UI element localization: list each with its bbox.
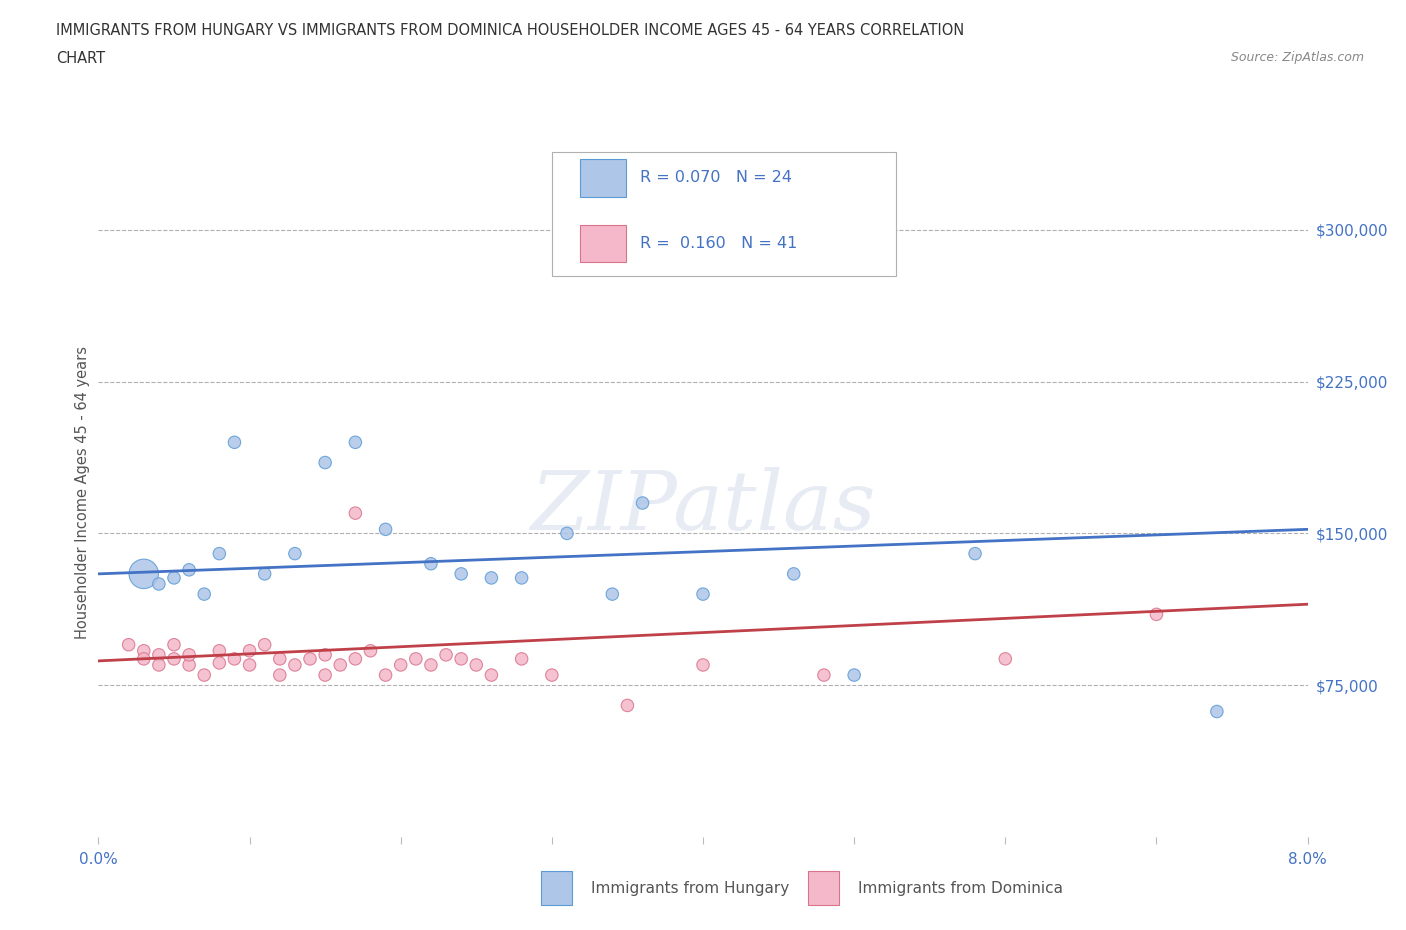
Point (269, 651, 291, 666)
Point (208, 546, 231, 561)
Point (179, 658, 201, 672)
Point (329, 658, 352, 672)
Point (481, 570, 503, 585)
Text: ZIPatlas: ZIPatlas (530, 467, 876, 547)
Point (344, 435, 367, 450)
Point (481, 668, 503, 683)
Point (163, 651, 186, 666)
Text: R = 0.070   N = 24: R = 0.070 N = 24 (640, 170, 792, 185)
Point (208, 644, 231, 658)
FancyBboxPatch shape (579, 224, 626, 262)
Point (253, 637, 276, 652)
Point (148, 647, 170, 662)
Point (314, 668, 336, 683)
Point (360, 644, 382, 658)
Point (132, 651, 155, 666)
Point (132, 566, 155, 581)
Point (420, 658, 443, 672)
Point (692, 587, 714, 602)
Point (314, 647, 336, 662)
Point (692, 658, 714, 672)
Point (253, 566, 276, 581)
Point (314, 455, 336, 470)
Point (179, 647, 201, 662)
Point (965, 546, 987, 561)
Point (1206, 704, 1229, 719)
Point (389, 658, 412, 672)
Y-axis label: Householder Income Ages 45 - 64 years: Householder Income Ages 45 - 64 years (75, 346, 90, 640)
Point (374, 668, 396, 683)
Point (555, 526, 578, 541)
Point (344, 651, 367, 666)
FancyBboxPatch shape (579, 159, 626, 197)
Text: IMMIGRANTS FROM HUNGARY VS IMMIGRANTS FROM DOMINICA HOUSEHOLDER INCOME AGES 45 -: IMMIGRANTS FROM HUNGARY VS IMMIGRANTS FR… (56, 23, 965, 38)
Point (405, 651, 427, 666)
Point (224, 651, 246, 666)
Point (208, 656, 231, 671)
Point (163, 637, 186, 652)
FancyBboxPatch shape (553, 153, 897, 276)
Point (193, 668, 215, 683)
Point (541, 668, 564, 683)
Point (132, 644, 155, 658)
Point (510, 570, 533, 585)
Point (1146, 607, 1168, 622)
Point (148, 577, 170, 591)
Point (118, 637, 141, 652)
Point (450, 651, 472, 666)
Point (269, 668, 291, 683)
Text: Source: ZipAtlas.com: Source: ZipAtlas.com (1230, 51, 1364, 64)
Point (813, 668, 835, 683)
Point (450, 566, 472, 581)
Point (783, 566, 806, 581)
Text: R =  0.160   N = 41: R = 0.160 N = 41 (640, 235, 797, 250)
Point (510, 651, 533, 666)
Point (148, 658, 170, 672)
Point (844, 668, 866, 683)
Point (374, 522, 396, 537)
Point (344, 506, 367, 521)
Point (434, 647, 457, 662)
Text: Immigrants from Hungary: Immigrants from Hungary (591, 881, 789, 896)
Point (284, 658, 307, 672)
Point (465, 658, 488, 672)
Point (239, 644, 262, 658)
Point (224, 435, 246, 450)
Point (179, 563, 201, 578)
Point (602, 587, 624, 602)
Point (193, 587, 215, 602)
Text: CHART: CHART (56, 51, 105, 66)
Point (299, 651, 322, 666)
Point (631, 496, 654, 511)
Point (994, 651, 1017, 666)
Point (239, 658, 262, 672)
Point (616, 698, 638, 713)
Point (420, 556, 443, 571)
Point (284, 546, 307, 561)
Text: Immigrants from Dominica: Immigrants from Dominica (858, 881, 1063, 896)
Point (163, 570, 186, 585)
